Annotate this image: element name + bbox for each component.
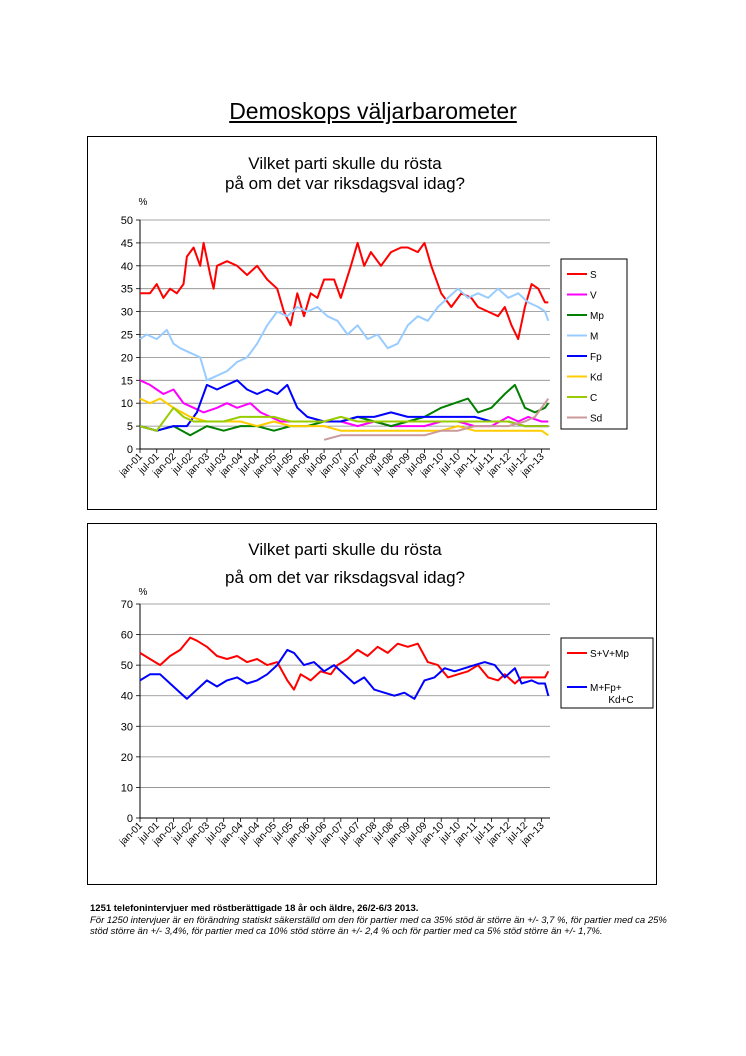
document-title: Demoskops väljarbarometer — [229, 98, 517, 124]
y-axis-label: % — [139, 197, 148, 208]
y-tick-label: 45 — [121, 238, 133, 250]
y-axis-label: % — [139, 587, 148, 598]
legend-label: M — [590, 332, 598, 343]
series-line-fp — [139, 379, 549, 432]
legend-label: S — [590, 270, 597, 281]
chart-title-line: Vilket parti skulle du rösta — [248, 154, 442, 173]
y-tick-label: 0 — [127, 444, 133, 456]
series-line-mp — [139, 383, 550, 437]
chart-bloc-support-svg: Vilket parti skulle du rösta på om det va… — [117, 540, 654, 848]
y-tick-label: 15 — [121, 375, 133, 387]
y-tick-label: 5 — [127, 421, 133, 433]
y-tick-label: 0 — [127, 813, 133, 825]
y-tick-label: 10 — [121, 782, 133, 794]
series-line-s — [140, 241, 549, 341]
footnote-significance: För 1250 intervjuer är en förändring sta… — [90, 915, 667, 937]
y-tick-label: 50 — [121, 660, 133, 672]
series-line-kd — [139, 397, 549, 437]
y-tick-label: 70 — [121, 599, 133, 611]
legend-label-line: Kd+C — [608, 695, 633, 706]
legend-label-line: M+Fp+ — [590, 683, 622, 694]
y-tick-label: 35 — [121, 284, 133, 296]
y-tick-label: 30 — [121, 721, 133, 733]
chart-bloc-support: Vilket parti skulle du rösta på om det va… — [87, 523, 657, 885]
legend-label: Fp — [590, 352, 602, 363]
legend-box — [560, 637, 654, 709]
series-line-m-fp-kd-c — [139, 648, 550, 700]
legend-box — [560, 258, 628, 430]
series-line-c — [139, 406, 549, 432]
legend-label: V — [590, 291, 597, 302]
series-line-s-v-mp — [139, 636, 550, 691]
series-line-m — [139, 287, 550, 382]
legend-label: C — [590, 393, 597, 404]
y-tick-label: 40 — [121, 261, 133, 273]
footnote-sample: 1251 telefonintervjuer med röstberättiga… — [90, 903, 419, 914]
y-tick-label: 20 — [121, 752, 133, 764]
y-tick-label: 50 — [121, 215, 133, 227]
chart-title-line: på om det var riksdagsval idag? — [225, 568, 465, 587]
y-tick-label: 30 — [121, 307, 133, 319]
legend-label: Mp — [590, 311, 604, 322]
y-tick-label: 25 — [121, 330, 133, 342]
legend-label: Kd — [590, 373, 602, 384]
series-line-sd — [323, 398, 550, 441]
chart-title-line: på om det var riksdagsval idag? — [225, 174, 465, 193]
y-tick-label: 40 — [121, 691, 133, 703]
legend-label: M+Fp+ Kd+C — [590, 683, 634, 706]
chart-party-support: Vilket parti skulle du rösta på om det va… — [87, 136, 657, 510]
legend-label: S+V+Mp — [590, 649, 629, 660]
chart-title-line: Vilket parti skulle du rösta — [248, 540, 442, 559]
y-tick-label: 20 — [121, 352, 133, 364]
legend-label: Sd — [590, 414, 602, 425]
y-tick-label: 10 — [121, 398, 133, 410]
y-tick-label: 60 — [121, 630, 133, 642]
